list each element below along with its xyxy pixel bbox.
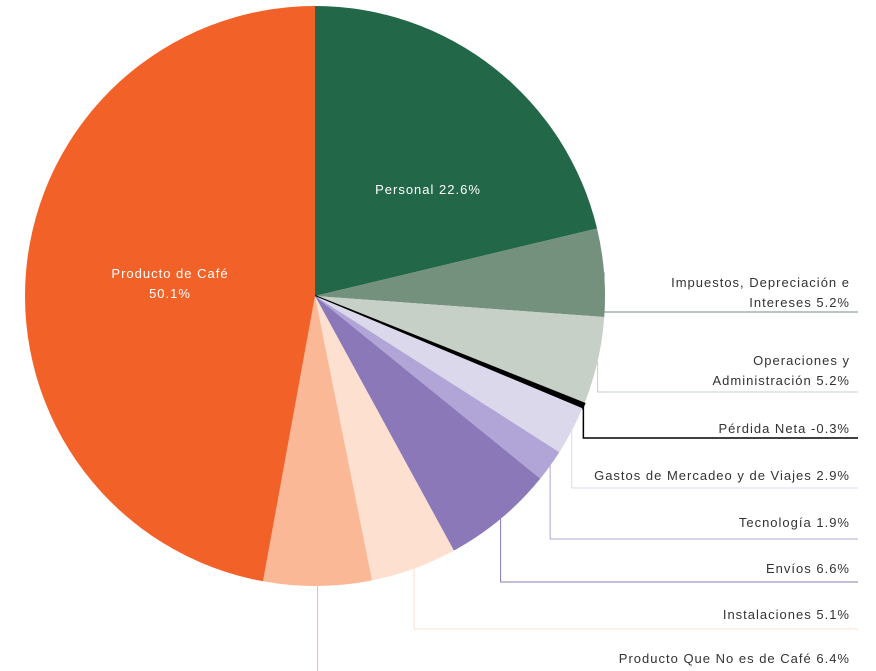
slice-value: 1.9% xyxy=(816,515,850,530)
slice-value: 2.9% xyxy=(816,468,850,483)
slice-value: 6.4% xyxy=(816,651,850,666)
leader-line xyxy=(500,518,858,583)
pie-slice xyxy=(315,296,454,581)
pie-slice xyxy=(263,296,373,586)
slice-value: 22.6% xyxy=(439,182,481,197)
slice-category: Personal xyxy=(375,182,435,197)
slice-label: Gastos de Mercadeo y de Viajes 2.9% xyxy=(450,466,850,486)
pie-slice xyxy=(315,296,560,479)
slice-label: Instalaciones 5.1% xyxy=(450,605,850,625)
slice-category: Instalaciones xyxy=(722,607,812,622)
slice-label: Personal 22.6% xyxy=(328,180,528,200)
slice-value: 5.2% xyxy=(816,295,850,310)
leader-line xyxy=(582,405,858,439)
slice-label: Impuestos, Depreciación e Intereses 5.2% xyxy=(640,273,850,313)
leader-line xyxy=(549,465,858,540)
slice-label: Pérdida Neta -0.3% xyxy=(450,419,850,439)
pie-slice xyxy=(315,296,583,453)
slice-category: Producto de Café xyxy=(111,266,229,281)
pie-slice xyxy=(315,6,598,296)
slice-value: 5.2% xyxy=(816,373,850,388)
slice-value: 50.1% xyxy=(149,286,191,301)
leader-line xyxy=(603,272,858,313)
leader-line xyxy=(413,568,858,630)
slice-label: Operaciones y Administración 5.2% xyxy=(660,351,850,391)
slice-label: Tecnología 1.9% xyxy=(450,513,850,533)
slice-category: Impuestos, Depreciación e Intereses xyxy=(671,275,850,310)
pie-slice xyxy=(315,296,541,551)
pie-slice xyxy=(315,296,605,404)
slice-label: Producto de Café 50.1% xyxy=(110,264,230,304)
leader-line xyxy=(571,430,858,489)
slice-label: Envíos 6.6% xyxy=(450,559,850,579)
slice-category: Envíos xyxy=(765,561,812,576)
slice-category: Gastos de Mercadeo y de Viajes xyxy=(594,468,812,483)
slice-value: 5.1% xyxy=(816,607,850,622)
slice-label: Producto Que No es de Café 6.4% xyxy=(450,649,850,669)
slice-category: Operaciones y Administración xyxy=(712,353,850,388)
slice-category: Pérdida Neta xyxy=(718,421,807,436)
pie-slice xyxy=(25,6,316,582)
slice-value: 6.6% xyxy=(816,561,850,576)
slice-category: Tecnología xyxy=(738,515,812,530)
slice-value: -0.3% xyxy=(811,421,850,436)
pie-slice xyxy=(315,228,605,317)
leader-line xyxy=(597,361,858,393)
slice-category: Producto Que No es de Café xyxy=(618,651,812,666)
